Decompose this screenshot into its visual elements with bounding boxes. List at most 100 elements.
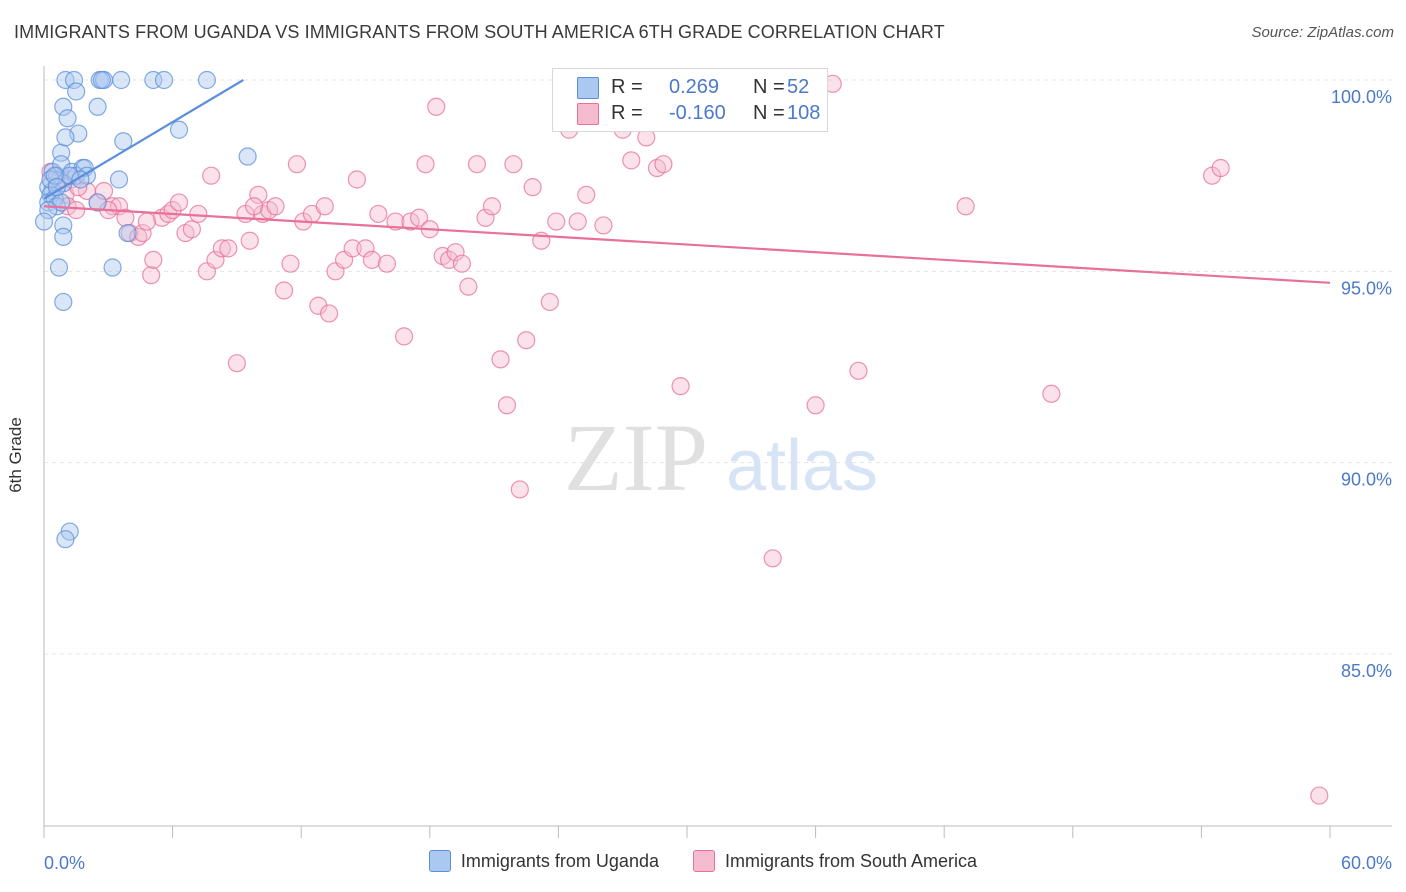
- uganda-swatch: [577, 77, 599, 99]
- south-america-point: [401, 212, 420, 231]
- uganda-point: [92, 70, 111, 90]
- south-america-point: [287, 155, 307, 174]
- uganda-point: [88, 97, 107, 116]
- uganda-n-value: 52: [787, 75, 810, 98]
- south-america-point: [249, 185, 268, 204]
- uganda-point: [114, 132, 133, 151]
- south-america-point: [266, 197, 285, 216]
- uganda-point: [58, 109, 77, 128]
- south-america-point: [274, 281, 294, 300]
- uganda-point: [88, 193, 107, 212]
- uganda-point: [169, 120, 189, 139]
- south-america-point: [523, 178, 542, 197]
- south-america-point: [386, 212, 405, 231]
- south-america-point: [452, 254, 472, 273]
- south-america-point: [142, 266, 161, 285]
- uganda-point: [103, 258, 122, 277]
- south-america-point: [394, 327, 414, 346]
- south-america-point: [482, 197, 502, 216]
- axes: [43, 66, 1392, 838]
- uganda-point: [154, 70, 174, 90]
- south-america-point: [227, 354, 246, 373]
- n-label: N =: [753, 101, 785, 124]
- south-america-point: [446, 243, 465, 262]
- chart-title: IMMIGRANTS FROM UGANDA VS IMMIGRANTS FRO…: [14, 22, 945, 42]
- source-label: Source: ZipAtlas.com: [1251, 24, 1394, 41]
- south-america-point: [491, 350, 510, 369]
- south-america-point: [416, 155, 435, 174]
- south-america-point: [94, 181, 114, 201]
- uganda-point: [34, 212, 54, 231]
- south-america-point: [319, 304, 339, 323]
- south-america-point: [144, 250, 163, 269]
- south-america-r-value: -0.160: [669, 101, 726, 124]
- x-tick-label-max: 60.0%: [1341, 853, 1392, 873]
- legend-swatch-south-america: [692, 850, 715, 872]
- legend-swatch-uganda: [428, 850, 451, 872]
- legend-item-uganda[interactable]: Immigrants from Uganda: [428, 850, 659, 872]
- south-america-point: [763, 549, 782, 568]
- uganda-points: [34, 70, 257, 549]
- uganda-point: [109, 170, 129, 189]
- south-america-point: [315, 197, 334, 216]
- south-america-point: [654, 155, 673, 174]
- south-america-point: [671, 377, 690, 396]
- south-america-point: [212, 239, 231, 258]
- uganda-point: [64, 70, 84, 90]
- legend-item-south-america[interactable]: Immigrants from South America: [692, 850, 978, 872]
- x-tick-label-min: 0.0%: [44, 853, 85, 873]
- uganda-point: [197, 70, 216, 90]
- watermark-zip: ZIP: [564, 404, 708, 511]
- y-tick-label: 100.0%: [1331, 87, 1392, 107]
- y-tick-label: 85.0%: [1341, 661, 1392, 681]
- south-america-point: [1042, 384, 1061, 403]
- south-america-swatch: [577, 103, 599, 125]
- south-america-point: [240, 231, 259, 250]
- south-america-point: [577, 185, 596, 204]
- uganda-r-value: 0.269: [669, 75, 720, 98]
- south-america-point: [356, 239, 375, 258]
- gridlines: [44, 79, 1392, 655]
- south-america-point: [568, 212, 587, 231]
- trend-lines: [43, 79, 1331, 284]
- south-america-point: [427, 97, 446, 116]
- south-america-point: [137, 212, 156, 231]
- south-america-n-value: 108: [787, 101, 821, 124]
- uganda-trend-line: [43, 79, 244, 200]
- south-america-point: [182, 220, 201, 239]
- y-tick-label: 95.0%: [1341, 278, 1392, 298]
- south-america-point: [202, 166, 221, 185]
- uganda-point: [112, 70, 131, 90]
- tick-labels: 85.0% 90.0% 95.0% 100.0% 0.0% 60.0%: [44, 87, 1392, 873]
- south-america-point: [219, 239, 238, 258]
- south-america-point: [133, 223, 152, 243]
- south-america-point: [347, 170, 367, 189]
- r-label: R =: [611, 101, 643, 124]
- south-america-point: [1310, 786, 1329, 805]
- south-america-point: [849, 361, 868, 380]
- south-america-point: [362, 250, 382, 269]
- uganda-point: [67, 82, 86, 101]
- uganda-point: [54, 227, 73, 246]
- stats-legend: R = 0.269 N = 52 R = -0.160 N = 108: [552, 68, 828, 132]
- n-label: N =: [753, 75, 785, 98]
- uganda-point: [56, 530, 75, 549]
- south-america-point: [169, 193, 189, 212]
- south-america-point: [67, 201, 86, 220]
- south-america-point: [497, 396, 517, 415]
- south-america-point: [510, 480, 529, 499]
- south-america-point: [244, 197, 264, 216]
- watermark: ZIP atlas: [564, 404, 878, 511]
- legend-label-south-america: Immigrants from South America: [724, 850, 978, 871]
- uganda-point: [238, 147, 257, 166]
- south-america-point: [540, 292, 559, 312]
- uganda-point: [45, 166, 64, 185]
- uganda-point: [144, 70, 163, 90]
- uganda-point: [49, 258, 69, 277]
- uganda-point: [54, 97, 73, 116]
- y-tick-label: 90.0%: [1341, 470, 1392, 490]
- south-america-point: [206, 250, 225, 269]
- uganda-point: [54, 292, 73, 312]
- south-america-point: [281, 254, 300, 273]
